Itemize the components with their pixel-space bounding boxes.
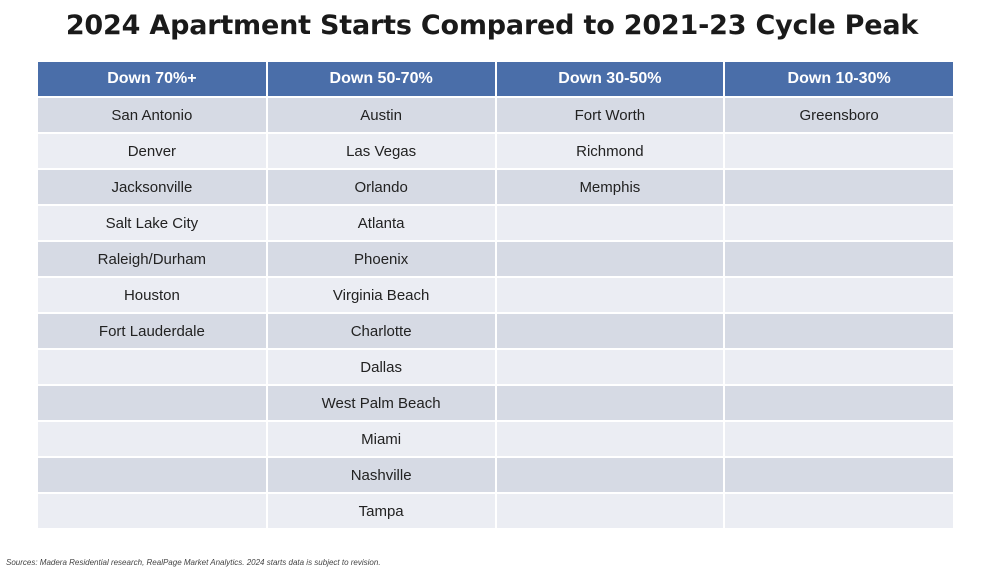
metro-table: Down 70%+ Down 50-70% Down 30-50% Down 1… — [38, 62, 953, 528]
table-cell: Miami — [266, 420, 497, 457]
table-cell: Phoenix — [266, 240, 497, 277]
table-cell — [724, 384, 953, 421]
table-row: Nashville — [38, 456, 953, 493]
table-cell — [495, 276, 726, 313]
table-cell: Dallas — [266, 348, 497, 385]
column-header-down-10-30: Down 10-30% — [724, 62, 953, 97]
table-cell — [38, 348, 268, 385]
table-cell: Virginia Beach — [266, 276, 497, 313]
table-row: Jacksonville Orlando Memphis — [38, 168, 953, 205]
table-cell — [495, 312, 726, 349]
table-row: San Antonio Austin Fort Worth Greensboro — [38, 96, 953, 133]
table-cell — [724, 312, 953, 349]
table-cell: Memphis — [495, 168, 726, 205]
table-cell: Orlando — [266, 168, 497, 205]
column-header-down-30-50: Down 30-50% — [495, 62, 726, 97]
table-row: Salt Lake City Atlanta — [38, 204, 953, 241]
table-cell — [495, 420, 726, 457]
table-cell: Charlotte — [266, 312, 497, 349]
column-header-down-50-70: Down 50-70% — [266, 62, 497, 97]
table-cell — [38, 492, 268, 528]
table-cell: West Palm Beach — [266, 384, 497, 421]
table-cell — [724, 132, 953, 169]
header-row: Down 70%+ Down 50-70% Down 30-50% Down 1… — [38, 62, 953, 97]
table-body: San Antonio Austin Fort Worth Greensboro Den… — [38, 96, 953, 528]
table-row: Dallas — [38, 348, 953, 385]
table-cell: Fort Lauderdale — [38, 312, 268, 349]
table-cell: Nashville — [266, 456, 497, 493]
table-cell — [724, 240, 953, 277]
table-cell — [724, 204, 953, 241]
table-cell — [495, 384, 726, 421]
table-cell — [724, 492, 953, 528]
table-cell — [724, 456, 953, 493]
table-cell — [724, 420, 953, 457]
table-cell: Austin — [266, 96, 497, 133]
source-note: Sources: Madera Residential research, Re… — [6, 558, 381, 567]
table-cell — [724, 348, 953, 385]
table-row: Miami — [38, 420, 953, 457]
table-cell — [38, 384, 268, 421]
table-cell: Greensboro — [724, 96, 953, 133]
table-cell — [495, 456, 726, 493]
table-cell: Salt Lake City — [38, 204, 268, 241]
table-cell: Las Vegas — [266, 132, 497, 169]
table-row: West Palm Beach — [38, 384, 953, 421]
table-cell: Tampa — [266, 492, 497, 528]
table-row: Denver Las Vegas Richmond — [38, 132, 953, 169]
table-row: Raleigh/Durham Phoenix — [38, 240, 953, 277]
table-cell — [495, 204, 726, 241]
table-row: Tampa — [38, 492, 953, 528]
table-cell: Jacksonville — [38, 168, 268, 205]
table-row: Houston Virginia Beach — [38, 276, 953, 313]
table-cell: Raleigh/Durham — [38, 240, 268, 277]
table-cell: San Antonio — [38, 96, 268, 133]
table-cell — [495, 240, 726, 277]
table-cell: Houston — [38, 276, 268, 313]
table-cell — [724, 276, 953, 313]
table-cell — [38, 420, 268, 457]
table-cell — [495, 492, 726, 528]
table-cell: Denver — [38, 132, 268, 169]
table-cell — [38, 456, 268, 493]
table-cell: Fort Worth — [495, 96, 726, 133]
table-cell: Richmond — [495, 132, 726, 169]
table-cell — [724, 168, 953, 205]
table-cell — [495, 348, 726, 385]
page-title: 2024 Apartment Starts Compared to 2021-2… — [65, 10, 919, 41]
column-header-down-70-plus: Down 70%+ — [38, 62, 268, 97]
table-row: Fort Lauderdale Charlotte — [38, 312, 953, 349]
table-cell: Atlanta — [266, 204, 497, 241]
